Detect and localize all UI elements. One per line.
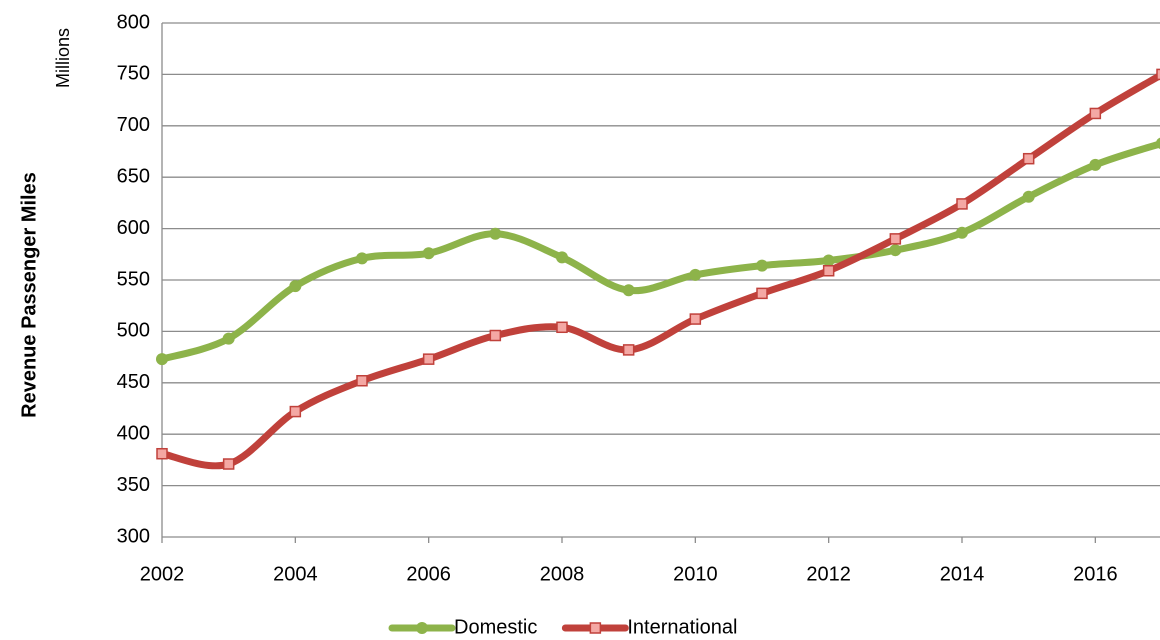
unit-label: Millions	[53, 28, 73, 88]
marker	[156, 353, 168, 366]
y-tick-label: 350	[117, 474, 150, 496]
marker	[489, 329, 502, 342]
marker	[622, 284, 635, 297]
marker	[1089, 107, 1102, 120]
y-tick-label: 600	[117, 217, 150, 239]
marker	[556, 251, 568, 264]
legend-label: International	[627, 616, 737, 638]
x-tick-label: 2010	[673, 563, 718, 585]
marker	[756, 287, 768, 300]
marker	[689, 268, 702, 281]
marker	[689, 313, 702, 325]
y-tick-label: 450	[117, 371, 150, 393]
marker	[1022, 152, 1035, 165]
x-tick-label: 2002	[140, 563, 185, 585]
marker	[822, 254, 835, 267]
marker	[889, 244, 902, 257]
marker	[416, 622, 428, 634]
marker	[289, 405, 302, 418]
y-tick-label: 300	[117, 525, 150, 547]
x-tick-label: 2016	[1073, 563, 1118, 585]
y-axis-label: Revenue Passenger Miles	[18, 172, 40, 418]
y-tick-label: 550	[117, 268, 150, 290]
marker	[1156, 137, 1160, 149]
marker	[289, 280, 302, 293]
y-tick-label: 800	[117, 11, 150, 33]
marker	[622, 344, 635, 356]
marker	[222, 458, 235, 470]
x-tick-label: 2006	[406, 563, 451, 585]
marker	[422, 247, 435, 260]
y-tick-label: 500	[117, 320, 150, 342]
marker	[489, 227, 502, 240]
y-tick-label: 700	[117, 114, 150, 136]
marker	[156, 447, 168, 460]
marker	[556, 321, 568, 334]
marker	[589, 622, 602, 634]
marker	[1089, 158, 1102, 171]
legend-label: Domestic	[454, 616, 537, 638]
marker	[356, 252, 368, 265]
marker	[222, 332, 235, 345]
marker	[889, 233, 902, 245]
series-line	[158, 71, 1160, 470]
marker	[1022, 190, 1035, 203]
x-tick-label: 2008	[540, 563, 585, 585]
marker	[756, 259, 768, 272]
y-tick-label: 400	[117, 422, 150, 444]
marker	[422, 353, 435, 365]
y-tick-label: 750	[117, 63, 150, 85]
marker	[956, 198, 968, 210]
x-tick-label: 2004	[273, 563, 318, 585]
marker	[822, 264, 835, 277]
x-tick-label: 2014	[940, 563, 985, 585]
series-line	[158, 140, 1160, 363]
marker	[356, 374, 368, 387]
marker	[956, 226, 968, 239]
y-tick-label: 650	[117, 165, 150, 187]
x-tick-label: 2012	[806, 563, 851, 585]
marker	[1156, 68, 1160, 81]
